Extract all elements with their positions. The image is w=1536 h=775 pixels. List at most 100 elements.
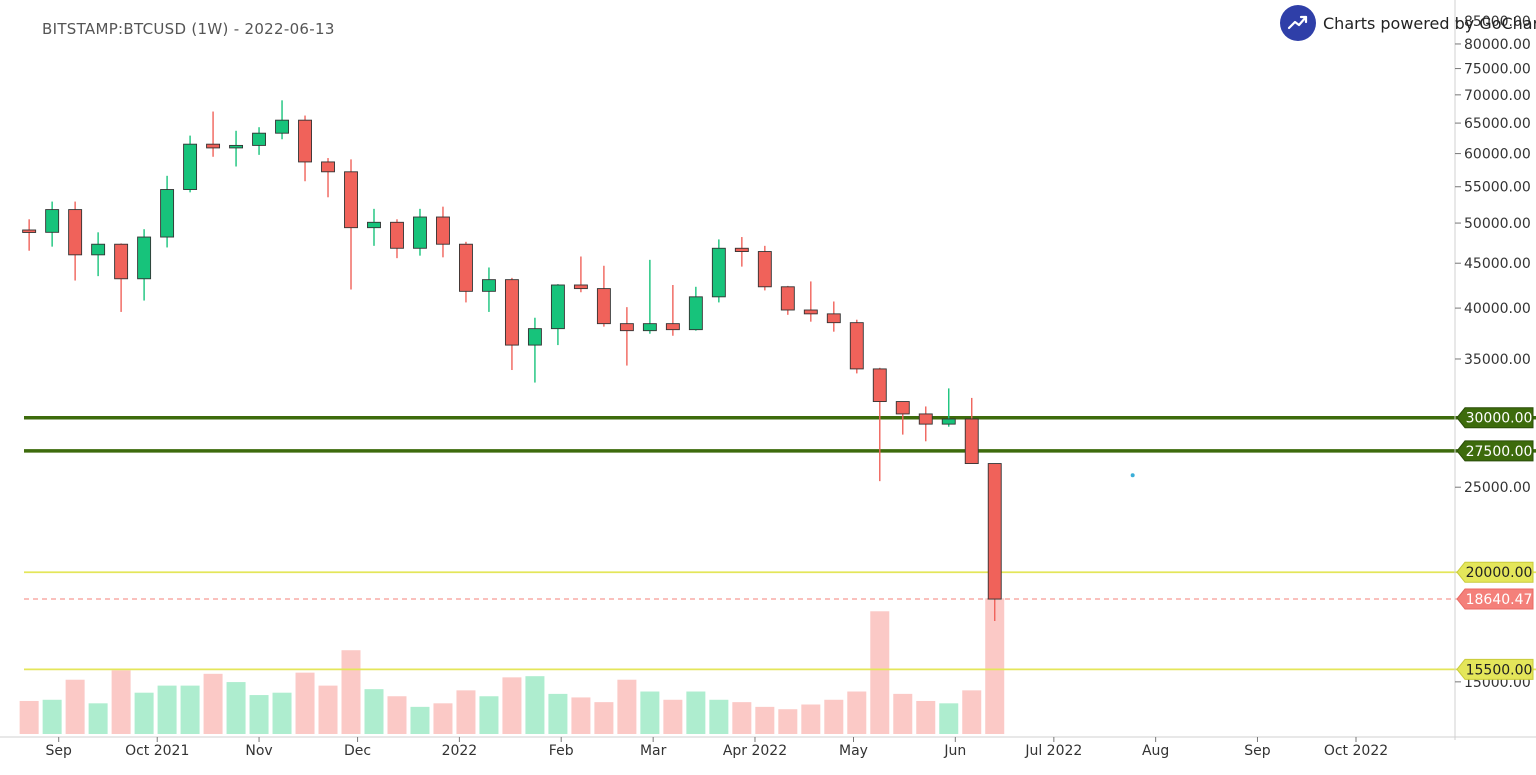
volume-bar [525,676,545,734]
candle-body [619,323,634,332]
candle-body [734,247,749,252]
y-axis-tick-label: 85000.00 [1464,14,1531,30]
volume-bar [65,679,85,734]
powered-by-text: Charts powered by GoCharting [1323,13,1536,33]
horizontal-levels [24,415,1536,671]
volume-bar [203,673,223,734]
candle-body [298,119,312,163]
price-tag-box [1456,658,1534,680]
volume-bar [42,699,62,734]
volume-bar [663,699,683,734]
x-axis-tick-label: Sep [1244,743,1271,759]
volume-bar [88,703,108,734]
candle-body [527,328,542,346]
volume-bar [870,611,890,734]
y-axis-tick-label: 40000.00 [1464,301,1531,317]
candle-body [757,251,772,288]
price-tag-box [1456,440,1534,462]
candle-body [160,189,175,238]
x-axis-tick-label: Sep [46,743,73,759]
candle-body [573,284,588,290]
trend-up-icon [1280,5,1316,41]
candle-body [390,221,404,249]
candle-body [895,401,910,415]
candle-body [872,368,887,403]
candle-body [504,279,519,346]
last-price-tag: 18640.47 [1456,588,1534,610]
y-axis-tick-label: 60000.00 [1464,147,1531,163]
x-axis-tick-label: Apr 2022 [723,743,787,759]
candle-body [642,323,657,332]
y-axis-tick-label: 65000.00 [1464,116,1531,132]
volume-bar [571,697,591,734]
volume-bar [640,691,660,734]
volume-bar [709,699,729,734]
candlesticks [22,100,1002,621]
price-tag-box [1456,561,1534,583]
y-axis-tick-label: 25000.00 [1464,480,1531,496]
volume-bar [272,692,292,734]
candle-body [688,296,703,331]
volume-bar [295,672,315,734]
level-price-tag: 30000.00 [1456,407,1534,429]
volume-bar [111,670,131,734]
volume-bar [778,709,798,734]
volume-bar [502,677,522,734]
x-axis-tick-label: Feb [549,743,574,759]
price-tag-label: 15500.00 [1466,662,1533,678]
x-axis-tick-label: Nov [245,743,272,759]
volume-bar [341,650,361,734]
x-axis-tick-label: Jun [943,743,966,759]
candle-body [22,229,37,233]
x-axis-tick-label: Mar [640,743,667,759]
volume-bar [456,690,476,734]
y-axis-tick-label: 45000.00 [1464,256,1531,272]
volume-bar [594,702,614,734]
candle-body [252,132,266,146]
candle-body [91,243,106,256]
candle-body [367,221,381,229]
y-axis-tick-label: 70000.00 [1464,88,1531,104]
axes: 85000.00 80000.00 75000.00 70000.00 65000.00… [0,0,1536,759]
volume-bar [387,696,407,734]
level-price-tag: 27500.00 [1456,440,1534,462]
y-axis-tick-label: 80000.00 [1464,37,1531,53]
volume-bar [19,700,39,734]
x-axis-tick-label: Dec [344,743,371,759]
candle-body [275,119,289,134]
price-tag-label: 18640.47 [1466,592,1533,608]
x-axis-tick-label: May [839,743,868,759]
volume-bar [180,685,200,734]
y-axis-tick-label: 50000.00 [1464,216,1531,232]
chart-marker-dot [1130,473,1135,478]
powered-by-badge[interactable]: Charts powered by GoCharting [1280,5,1536,41]
level-price-tag: 15500.00 [1456,658,1534,680]
volume-bar [226,682,246,734]
candle-body [849,322,864,370]
volume-bar [893,693,913,734]
candle-body [918,413,933,425]
y-axis-tick-label: 75000.00 [1464,62,1531,78]
price-tag-box [1456,407,1534,429]
x-axis-tick-label: Oct 2022 [1324,743,1388,759]
y-axis-tick-label: 55000.00 [1464,180,1531,196]
price-tags: 30000.00 27500.00 20000.00 15500.00 18640.47 [1456,407,1534,680]
volume-bar [548,693,568,734]
volume-bar [157,685,177,734]
volume-bar [916,700,936,734]
volume-bar [801,704,821,734]
candle-body [344,171,358,229]
candle-body [826,313,841,324]
candle-body [45,209,60,233]
price-tag-label: 20000.00 [1466,565,1533,581]
volume-bar [939,703,959,734]
x-axis-tick-label: Aug [1142,743,1169,759]
chart-markers [1130,473,1135,478]
volume-bar [686,691,706,734]
y-axis-tick-label: 35000.00 [1464,352,1531,368]
candle-body [964,418,979,465]
volume-bar [318,685,338,734]
candle-body [780,286,795,311]
candle-body [413,216,427,249]
